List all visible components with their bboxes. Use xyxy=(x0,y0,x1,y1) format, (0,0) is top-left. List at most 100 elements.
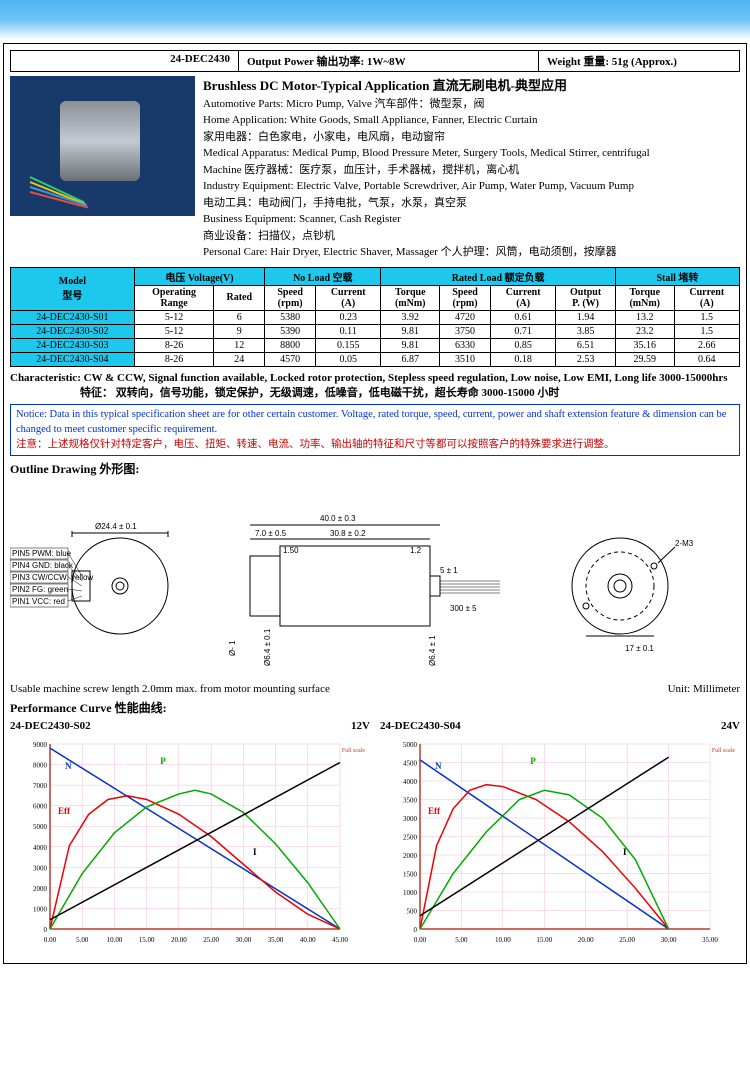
svg-text:10.00: 10.00 xyxy=(107,936,123,944)
table-row: 24-DEC2430-S048-262445700.056.8735100.18… xyxy=(11,352,740,366)
app-line: Automotive Parts: Micro Pump, Valve 汽车部件… xyxy=(203,96,740,113)
characteristic-text: Characteristic: CW & CCW, Signal functio… xyxy=(10,371,740,402)
svg-text:10.00: 10.00 xyxy=(495,936,511,944)
product-title: Brushless DC Motor-Typical Application 直… xyxy=(203,76,740,96)
svg-text:Full scale: Full scale xyxy=(712,748,735,754)
svg-text:7000: 7000 xyxy=(33,782,48,790)
svg-text:Full scale: Full scale xyxy=(342,748,365,754)
svg-text:2500: 2500 xyxy=(403,834,418,842)
svg-text:P: P xyxy=(530,756,536,766)
svg-text:2000: 2000 xyxy=(33,885,48,893)
svg-text:Ø6.4 ± 0.1: Ø6.4 ± 0.1 xyxy=(263,628,272,666)
svg-text:7.0 ± 0.5: 7.0 ± 0.5 xyxy=(255,529,287,538)
outline-drawing: Ø24.4 ± 0.1 PIN5 PWM: bluePIN4 GND: blac… xyxy=(10,481,740,681)
svg-text:PIN4 GND: black: PIN4 GND: black xyxy=(12,561,74,570)
app-line: Personal Care: Hair Dryer, Electric Shav… xyxy=(203,244,740,261)
svg-text:5.00: 5.00 xyxy=(455,936,468,944)
svg-text:0.00: 0.00 xyxy=(414,936,427,944)
svg-text:PIN3 CW/CCW: yellow: PIN3 CW/CCW: yellow xyxy=(12,573,93,582)
model-number: 24-DEC2430 xyxy=(11,51,239,71)
table-row: 24-DEC2430-S038-261288000.1559.8163300.8… xyxy=(11,338,740,352)
header-row: 24-DEC2430 Output Power 输出功率: 1W~8W Weig… xyxy=(10,50,740,72)
svg-text:500: 500 xyxy=(407,908,418,916)
svg-text:3000: 3000 xyxy=(33,865,48,873)
svg-text:0.00: 0.00 xyxy=(44,936,57,944)
app-line: Medical Apparatus: Medical Pump, Blood P… xyxy=(203,145,740,162)
svg-text:2000: 2000 xyxy=(403,852,418,860)
svg-text:5000: 5000 xyxy=(33,824,48,832)
svg-text:25.00: 25.00 xyxy=(203,936,219,944)
app-line: Machine 医疗器械：医疗泵，血压计，手术器械，搅拌机，离心机 xyxy=(203,162,740,179)
description-block: Brushless DC Motor-Typical Application 直… xyxy=(203,76,740,261)
svg-text:Ø6.4 ± 1: Ø6.4 ± 1 xyxy=(428,635,437,666)
app-line: Industry Equipment: Electric Valve, Port… xyxy=(203,178,740,195)
svg-text:9000: 9000 xyxy=(33,741,48,749)
svg-text:N: N xyxy=(435,761,442,771)
svg-text:40.0 ± 0.3: 40.0 ± 0.3 xyxy=(320,514,356,523)
th-noload: No Load 空载 xyxy=(265,267,381,285)
svg-text:8000: 8000 xyxy=(33,762,48,770)
svg-text:0: 0 xyxy=(414,926,418,934)
svg-text:4000: 4000 xyxy=(33,844,48,852)
curve-left: 24-DEC2430-S02 12V 010002000300040005000… xyxy=(10,720,370,957)
svg-text:25.00: 25.00 xyxy=(619,936,635,944)
svg-text:1000: 1000 xyxy=(403,889,418,897)
svg-text:30.8 ± 0.2: 30.8 ± 0.2 xyxy=(330,529,366,538)
svg-text:1500: 1500 xyxy=(403,871,418,879)
svg-text:3000: 3000 xyxy=(403,815,418,823)
svg-text:PIN5 PWM: blue: PIN5 PWM: blue xyxy=(12,549,72,558)
notice-box: Notice: Data in this typical specificati… xyxy=(10,404,740,456)
svg-text:20.00: 20.00 xyxy=(578,936,594,944)
svg-text:I: I xyxy=(623,847,627,857)
app-line: Business Equipment: Scanner, Cash Regist… xyxy=(203,211,740,228)
weight: Weight 重量: 51g (Approx.) xyxy=(539,51,739,71)
app-line: 电动工具：电动阀门，手持电批，气泵，水泵，真空泵 xyxy=(203,195,740,212)
svg-text:4000: 4000 xyxy=(403,778,418,786)
svg-text:300 ± 5: 300 ± 5 xyxy=(450,604,477,613)
svg-text:P: P xyxy=(160,756,166,766)
svg-text:I: I xyxy=(253,847,257,857)
th-voltage: 电压 Voltage(V) xyxy=(134,267,264,285)
screw-note: Usable machine screw length 2.0mm max. f… xyxy=(10,683,330,695)
unit-note: Unit: Millimeter xyxy=(668,683,740,695)
svg-text:35.00: 35.00 xyxy=(268,936,284,944)
table-row: 24-DEC2430-S025-12953900.119.8137500.713… xyxy=(11,324,740,338)
svg-text:5 ± 1: 5 ± 1 xyxy=(440,566,458,575)
svg-text:Eff: Eff xyxy=(428,806,441,816)
curve-right: 24-DEC2430-S04 24V 050010001500200025003… xyxy=(380,720,740,957)
perf-title: Performance Curve 性能曲线: xyxy=(10,699,740,716)
outline-title: Outline Drawing 外形图: xyxy=(10,460,740,477)
svg-text:2-M3: 2-M3 xyxy=(675,539,694,548)
svg-text:Ø- 1: Ø- 1 xyxy=(228,640,237,656)
svg-text:1.50: 1.50 xyxy=(283,546,299,555)
svg-text:Eff: Eff xyxy=(58,806,71,816)
output-power: Output Power 输出功率: 1W~8W xyxy=(239,51,539,71)
svg-text:15.00: 15.00 xyxy=(536,936,552,944)
th-rated: Rated Load 额定负载 xyxy=(381,267,615,285)
app-line: 商业设备：扫描仪，点钞机 xyxy=(203,228,740,245)
svg-text:35.00: 35.00 xyxy=(702,936,718,944)
svg-text:PIN1 VCC: red: PIN1 VCC: red xyxy=(12,597,65,606)
svg-text:1.2: 1.2 xyxy=(410,546,422,555)
svg-text:5000: 5000 xyxy=(403,741,418,749)
svg-text:5.00: 5.00 xyxy=(76,936,89,944)
th-model: Model 型号 xyxy=(11,267,135,310)
svg-text:15.00: 15.00 xyxy=(139,936,155,944)
svg-text:6000: 6000 xyxy=(33,803,48,811)
svg-text:N: N xyxy=(65,761,72,771)
svg-text:45.00: 45.00 xyxy=(332,936,348,944)
datasheet-page: 24-DEC2430 Output Power 输出功率: 1W~8W Weig… xyxy=(3,43,747,964)
top-gradient-bar xyxy=(0,0,750,40)
svg-text:3500: 3500 xyxy=(403,797,418,805)
app-line: 家用电器：白色家电，小家电，电风扇，电动窗帘 xyxy=(203,129,740,146)
svg-text:30.00: 30.00 xyxy=(661,936,677,944)
th-stall: Stall 堵转 xyxy=(615,267,739,285)
svg-text:20.00: 20.00 xyxy=(171,936,187,944)
app-line: Home Application: White Goods, Small App… xyxy=(203,112,740,129)
svg-text:4500: 4500 xyxy=(403,760,418,768)
table-row: 24-DEC2430-S015-12653800.233.9247200.611… xyxy=(11,310,740,324)
svg-text:30.00: 30.00 xyxy=(235,936,251,944)
svg-text:40.00: 40.00 xyxy=(300,936,316,944)
svg-text:1000: 1000 xyxy=(33,906,48,914)
svg-text:PIN2 FG: green: PIN2 FG: green xyxy=(12,585,68,594)
